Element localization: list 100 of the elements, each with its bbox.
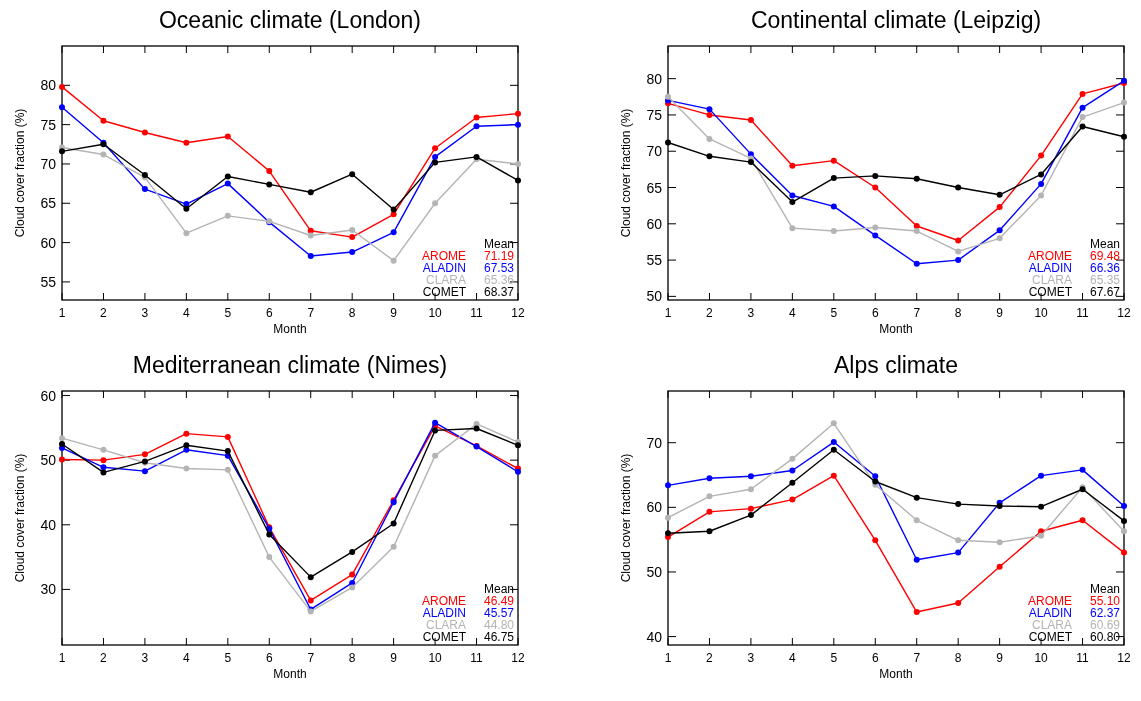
x-tick-label: 1 [58, 306, 66, 320]
y-tick-label: 70 [40, 155, 57, 172]
legend-title: Mean [483, 582, 514, 596]
annotation: 67.67 [1089, 285, 1121, 299]
chart-title: Mediterranean climate (Nimes) [132, 352, 448, 378]
x-tick-label: 6 [265, 306, 273, 320]
legend-title: Mean [483, 237, 514, 251]
x-tick-label: 12 [511, 651, 525, 665]
y-tick-label: 50 [646, 563, 663, 580]
x-tick-label: 10 [1034, 306, 1049, 320]
text: CLARA [425, 273, 466, 287]
x-tick-label: 1 [664, 306, 672, 320]
x-tick-label: 2 [706, 306, 714, 320]
x-tick-label: 3 [747, 651, 755, 665]
y-tick-label: 80 [40, 77, 57, 94]
x-tick-label: 8 [348, 306, 356, 320]
x-tick-label: 12 [1117, 651, 1131, 665]
text: AROME [1027, 594, 1072, 608]
y-axis-title: Cloud cover fraction (%) [619, 453, 633, 583]
x-tick-label: 3 [747, 306, 755, 320]
x-tick-label: 8 [954, 306, 962, 320]
x-tick-label: 6 [871, 306, 879, 320]
x-tick-label: 12 [511, 306, 525, 320]
x-axis-title: Month [273, 667, 307, 681]
x-tick-label: 4 [183, 306, 191, 320]
annotation: 60.69 [1089, 618, 1121, 632]
annotation: 55.10 [1089, 594, 1121, 608]
text: COMET [422, 630, 467, 644]
x-tick-label: 9 [996, 306, 1004, 320]
text: ALADIN [422, 261, 466, 275]
x-tick-label: 3 [141, 306, 149, 320]
x-tick-label: 9 [390, 306, 398, 320]
text: AROME [421, 249, 466, 263]
y-axis-title: Cloud cover fraction (%) [13, 108, 27, 238]
annotation: 67.53 [483, 261, 515, 275]
y-tick-label: 40 [40, 516, 57, 533]
x-tick-label: 5 [224, 651, 232, 665]
text: CLARA [1031, 273, 1072, 287]
legend-title: Mean [1089, 582, 1120, 596]
text: ALADIN [1028, 261, 1072, 275]
y-tick-label: 50 [40, 452, 57, 469]
annotation: 46.75 [483, 630, 515, 644]
x-tick-label: 2 [100, 651, 108, 665]
text: AROME [421, 594, 466, 608]
y-tick-label: 65 [40, 195, 57, 212]
y-tick-label: 65 [646, 179, 663, 196]
annotation: 60.80 [1089, 630, 1121, 644]
text: ALADIN [1028, 606, 1072, 620]
y-tick-label: 75 [40, 116, 57, 133]
annotation: 45.57 [483, 606, 515, 620]
x-tick-label: 4 [789, 651, 797, 665]
y-tick-label: 75 [646, 106, 663, 123]
text: AROME [1027, 249, 1072, 263]
y-tick-label: 60 [646, 215, 663, 232]
annotation: 68.37 [483, 285, 515, 299]
y-tick-label: 55 [646, 252, 663, 269]
x-tick-label: 7 [913, 306, 921, 320]
text: COMET [422, 285, 467, 299]
x-tick-label: 11 [1076, 651, 1090, 665]
y-tick-label: 50 [646, 288, 663, 305]
x-tick-label: 7 [913, 651, 921, 665]
x-tick-label: 7 [307, 651, 315, 665]
x-axis-title: Month [879, 322, 913, 336]
x-axis-title: Month [273, 322, 307, 336]
x-tick-label: 2 [706, 651, 714, 665]
y-tick-label: 60 [40, 234, 57, 251]
y-tick-label: 70 [646, 434, 663, 451]
text: ALADIN [422, 606, 466, 620]
x-tick-label: 5 [830, 651, 838, 665]
x-tick-label: 11 [470, 306, 484, 320]
y-tick-label: 80 [646, 70, 663, 87]
x-tick-label: 2 [100, 306, 108, 320]
x-tick-label: 7 [307, 306, 315, 320]
y-axis-title: Cloud cover fraction (%) [619, 108, 633, 238]
x-tick-label: 10 [428, 306, 443, 320]
x-tick-label: 9 [390, 651, 398, 665]
annotation: 62.37 [1089, 606, 1121, 620]
annotation: 44.80 [483, 618, 515, 632]
x-tick-label: 10 [1034, 651, 1049, 665]
x-tick-label: 1 [664, 651, 672, 665]
x-axis-title: Month [879, 667, 913, 681]
annotation: 69.48 [1089, 249, 1121, 263]
text: COMET [1028, 285, 1073, 299]
annotation: 71.19 [483, 249, 515, 263]
x-tick-label: 12 [1117, 306, 1131, 320]
y-axis-title: Cloud cover fraction (%) [13, 453, 27, 583]
chart-title: Alps climate [834, 352, 958, 378]
x-tick-label: 4 [183, 651, 191, 665]
legend-title: Mean [1089, 237, 1120, 251]
annotation: 65.35 [1089, 273, 1121, 287]
x-tick-label: 8 [348, 651, 356, 665]
chart-title: Oceanic climate (London) [158, 7, 422, 33]
x-tick-label: 11 [470, 651, 484, 665]
x-tick-label: 5 [830, 306, 838, 320]
x-tick-label: 10 [428, 651, 443, 665]
text: COMET [1028, 630, 1073, 644]
annotation: 46.49 [483, 594, 515, 608]
y-tick-label: 55 [40, 273, 57, 290]
x-tick-label: 5 [224, 306, 232, 320]
y-tick-label: 60 [40, 387, 57, 404]
